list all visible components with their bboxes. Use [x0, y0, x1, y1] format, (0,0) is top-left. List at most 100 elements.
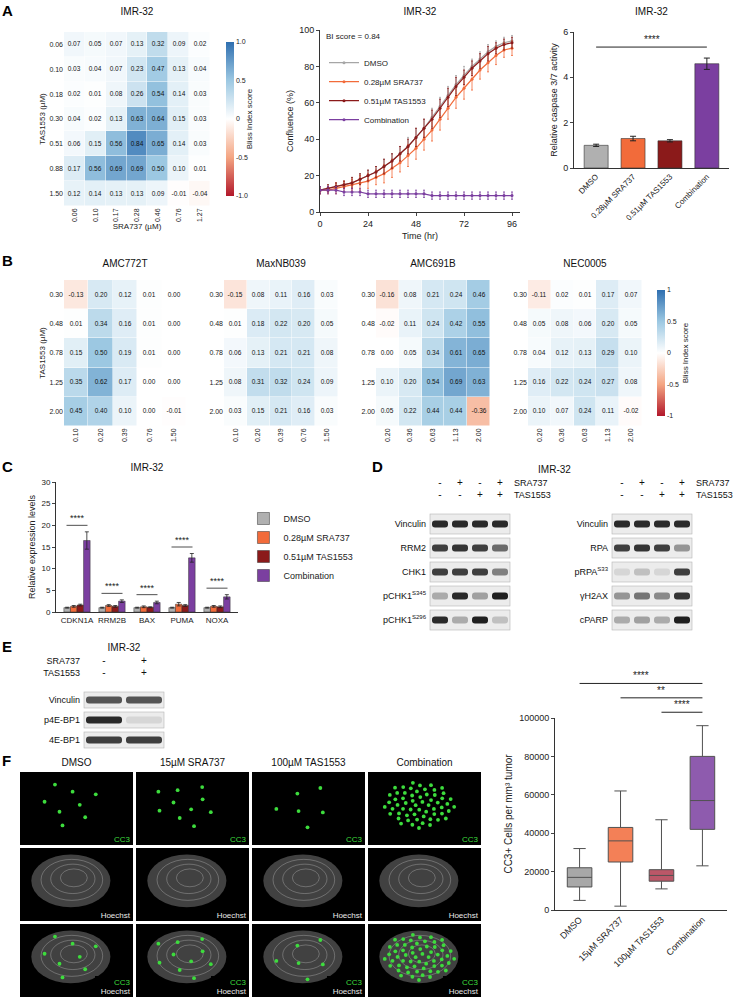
svg-text:-: -: [660, 477, 663, 488]
svg-text:0.13: 0.13: [131, 190, 144, 197]
svg-text:0.03: 0.03: [194, 90, 207, 97]
svg-text:PUMA: PUMA: [170, 616, 194, 625]
svg-text:0.32: 0.32: [152, 40, 165, 47]
svg-text:-0.15: -0.15: [228, 291, 243, 298]
svg-text:0.22: 0.22: [404, 407, 417, 414]
svg-text:+: +: [141, 655, 147, 666]
svg-text:0.05: 0.05: [404, 349, 417, 356]
svg-text:0.5: 0.5: [667, 318, 677, 325]
svg-text:0: 0: [317, 219, 322, 229]
svg-text:0.76: 0.76: [146, 428, 153, 442]
svg-text:0.10: 0.10: [232, 428, 239, 442]
svg-text:0.04: 0.04: [68, 115, 81, 122]
svg-text:-0.04: -0.04: [193, 190, 208, 197]
svg-text:0.00: 0.00: [381, 349, 394, 356]
svg-text:0.10: 0.10: [92, 208, 99, 222]
svg-text:Vinculin: Vinculin: [577, 519, 608, 529]
svg-text:-0.01: -0.01: [167, 407, 182, 414]
svg-text:0.29: 0.29: [602, 349, 615, 356]
svg-text:-: -: [102, 667, 105, 678]
svg-text:TAS1553 (µM): TAS1553 (µM): [38, 327, 47, 379]
svg-text:0.03: 0.03: [194, 140, 207, 147]
svg-text:100µM TAS1553: 100µM TAS1553: [612, 915, 666, 969]
svg-text:-0.13: -0.13: [69, 291, 84, 298]
svg-text:0.09: 0.09: [152, 190, 165, 197]
svg-text:0.16: 0.16: [298, 407, 311, 414]
svg-text:0.13: 0.13: [110, 190, 123, 197]
svg-text:100000: 100000: [519, 713, 549, 723]
svg-text:0.15: 0.15: [173, 115, 186, 122]
svg-text:0.10: 0.10: [173, 165, 186, 172]
svg-text:0.07: 0.07: [68, 40, 81, 47]
svg-text:0.01: 0.01: [89, 90, 102, 97]
svg-text:RPA: RPA: [590, 543, 608, 553]
svg-text:0.00: 0.00: [168, 349, 181, 356]
svg-text:1.0: 1.0: [236, 38, 246, 45]
svg-text:24: 24: [363, 219, 373, 229]
svg-text:-0.02: -0.02: [624, 407, 639, 414]
svg-text:pRPAS33: pRPAS33: [574, 566, 608, 577]
svg-text:0.36: 0.36: [558, 428, 565, 442]
svg-text:0.03: 0.03: [229, 407, 242, 414]
svg-text:0.02: 0.02: [89, 115, 102, 122]
svg-text:40: 40: [304, 134, 314, 144]
svg-text:Hoechst: Hoechst: [101, 911, 131, 920]
svg-text:+: +: [457, 477, 463, 488]
svg-text:0.54: 0.54: [152, 90, 165, 97]
svg-text:0.02: 0.02: [68, 90, 81, 97]
svg-text:0.51: 0.51: [49, 140, 63, 147]
svg-text:4: 4: [563, 72, 568, 82]
svg-text:0.46: 0.46: [154, 208, 161, 222]
svg-text:IMR-32: IMR-32: [404, 6, 437, 17]
svg-text:Hoechst: Hoechst: [217, 911, 247, 920]
svg-text:0.11: 0.11: [404, 320, 417, 327]
svg-text:IMR-32: IMR-32: [131, 462, 164, 473]
svg-text:-0.11: -0.11: [532, 291, 547, 298]
svg-text:BI score = 0.84: BI score = 0.84: [326, 32, 381, 41]
svg-text:48: 48: [411, 219, 421, 229]
svg-text:****: ****: [644, 34, 660, 45]
svg-text:0.01: 0.01: [229, 320, 242, 327]
svg-text:60000: 60000: [524, 790, 549, 800]
svg-text:0.10: 0.10: [49, 66, 63, 73]
svg-text:pCHK1S296: pCHK1S296: [383, 614, 427, 625]
svg-text:****: ****: [674, 699, 690, 710]
svg-text:0.69: 0.69: [110, 165, 123, 172]
svg-text:DMSO: DMSO: [62, 757, 92, 768]
svg-text:1.25: 1.25: [513, 379, 527, 386]
svg-text:0.14: 0.14: [173, 140, 186, 147]
svg-text:0.03: 0.03: [321, 407, 334, 414]
svg-text:MaxNB039: MaxNB039: [256, 258, 306, 269]
svg-text:0: 0: [309, 207, 314, 217]
svg-text:0.01: 0.01: [143, 349, 156, 356]
svg-text:0.63: 0.63: [581, 428, 588, 442]
svg-text:Relative expression levels: Relative expression levels: [27, 494, 37, 599]
svg-text:0.24: 0.24: [427, 320, 440, 327]
svg-text:0.05: 0.05: [533, 320, 546, 327]
svg-text:-1.0: -1.0: [236, 192, 248, 199]
svg-text:SRA737 (µM): SRA737 (µM): [113, 222, 162, 231]
svg-text:96: 96: [507, 219, 517, 229]
svg-text:15µM SRA737: 15µM SRA737: [577, 915, 626, 964]
svg-text:0.13: 0.13: [110, 115, 123, 122]
svg-text:DMSO: DMSO: [283, 514, 310, 524]
svg-text:0.08: 0.08: [556, 320, 569, 327]
svg-text:1.27: 1.27: [196, 208, 203, 222]
svg-text:+: +: [679, 477, 685, 488]
svg-text:0.00: 0.00: [168, 378, 181, 385]
svg-text:0.28µM SRA737: 0.28µM SRA737: [283, 533, 349, 543]
svg-text:0.5: 0.5: [236, 77, 246, 84]
svg-text:0: 0: [46, 608, 51, 617]
svg-text:0.01: 0.01: [579, 291, 592, 298]
svg-text:0.48: 0.48: [513, 320, 527, 327]
svg-text:0.20: 0.20: [404, 378, 417, 385]
svg-text:0.12: 0.12: [556, 349, 569, 356]
svg-text:0.56: 0.56: [89, 165, 102, 172]
svg-text:2.00: 2.00: [627, 428, 634, 442]
svg-text:-0.02: -0.02: [380, 320, 395, 327]
svg-text:Vinculin: Vinculin: [395, 519, 426, 529]
svg-text:0.63: 0.63: [473, 378, 486, 385]
svg-text:-: -: [438, 477, 441, 488]
svg-text:TAS1553: TAS1553: [43, 668, 80, 678]
svg-text:0.14: 0.14: [89, 190, 102, 197]
